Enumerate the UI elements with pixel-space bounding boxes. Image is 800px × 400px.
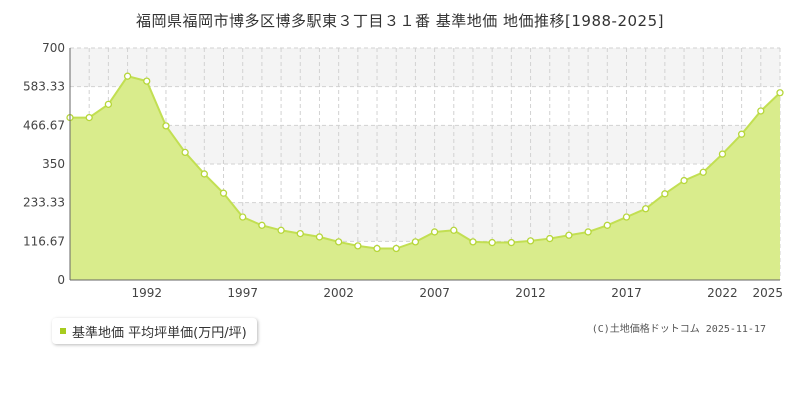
series-area [70, 76, 780, 281]
data-point [469, 238, 477, 246]
data-point [776, 89, 784, 97]
y-tick-label: 0 [57, 273, 65, 287]
data-point [85, 113, 93, 122]
data-point [277, 226, 285, 234]
data-point [411, 238, 420, 246]
x-tick-label: 2002 [323, 286, 354, 300]
data-point [143, 77, 151, 85]
data-point [334, 238, 343, 246]
data-point [565, 231, 573, 239]
legend-swatch-icon [60, 328, 66, 334]
data-point [737, 130, 746, 138]
y-tick-label: 583.33 [23, 80, 65, 94]
data-point [450, 226, 458, 234]
chart-legend[interactable]: 基準地価 平均坪単価(万円/坪) [52, 318, 257, 344]
data-point [354, 242, 362, 250]
data-point [162, 122, 170, 130]
data-point [757, 107, 765, 115]
data-point [622, 213, 631, 221]
x-tick-label: 2007 [419, 286, 450, 300]
data-point [718, 150, 727, 158]
chart-title: 福岡県福岡市博多区博多駅東３丁目３１番 基準地価 地価推移[1988-2025] [135, 12, 664, 30]
data-point [392, 244, 400, 253]
data-point [373, 244, 381, 253]
data-point [699, 168, 707, 176]
data-point [507, 238, 516, 247]
data-point [661, 190, 669, 198]
data-point [315, 233, 324, 241]
x-tick-label: 1997 [227, 286, 258, 300]
data-point [219, 189, 228, 197]
data-point [546, 234, 554, 243]
x-tick-label: 2017 [611, 286, 642, 300]
data-point [603, 221, 611, 229]
legend-label: 基準地価 平均坪単価(万円/坪) [72, 325, 247, 341]
y-tick-label: 350 [42, 157, 65, 171]
data-point [584, 228, 592, 236]
data-point [296, 229, 304, 238]
y-tick-label: 700 [42, 41, 65, 55]
data-point [526, 237, 535, 245]
data-point [181, 148, 189, 157]
data-point [488, 238, 496, 247]
data-point [123, 72, 132, 80]
y-tick-label: 116.67 [23, 234, 65, 248]
data-point [680, 176, 688, 185]
data-point [430, 228, 439, 236]
x-tick-label: 1992 [131, 286, 162, 300]
series-line [70, 75, 781, 250]
copyright-text: (C)土地価格ドットコム 2025-11-17 [591, 324, 766, 335]
data-point [642, 205, 650, 213]
data-point [104, 100, 113, 108]
x-tick-label: 2022 [707, 286, 738, 300]
data-point [239, 213, 247, 221]
y-tick-label: 233.33 [23, 196, 65, 210]
x-tick-label: 2012 [515, 286, 546, 300]
x-tick-label: 2025 [752, 286, 783, 300]
grid-band [70, 48, 780, 87]
data-point [200, 170, 208, 178]
data-point [258, 221, 266, 229]
y-tick-label: 466.67 [23, 118, 65, 132]
